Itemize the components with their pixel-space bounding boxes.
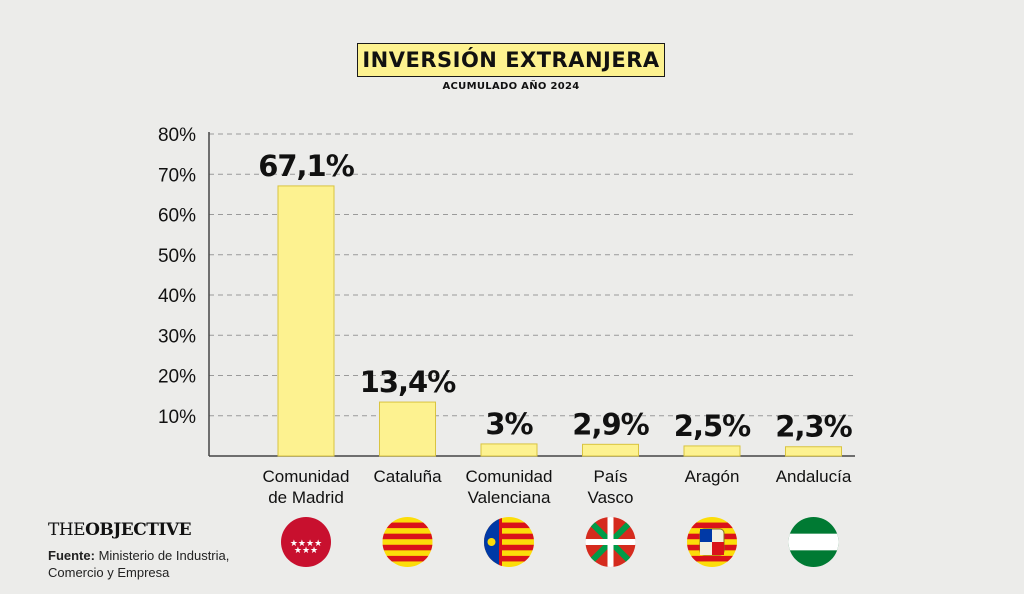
category-label: de Madrid [268,488,344,507]
data-label: 2,9% [572,407,649,441]
madrid-flag-icon: ★★★★★★★ [281,517,331,567]
catalonia-flag-icon [382,517,433,567]
data-label: 2,3% [775,410,852,444]
category-label: País [593,467,627,486]
y-tick-label: 10% [158,407,196,428]
data-label: 13,4% [360,365,457,399]
category-label: Comunidad [263,467,350,486]
source-label: Fuente: [48,548,95,563]
category-label: Aragón [685,467,740,486]
y-tick-label: 20% [158,367,196,388]
bar [379,401,436,457]
data-label: 67,1% [258,149,355,183]
y-tick-label: 30% [158,326,196,347]
bar [785,446,842,457]
data-label: 2,5% [674,409,751,443]
y-tick-label: 50% [158,246,196,267]
logo-the: THE [48,520,86,540]
category-label: Andalucía [776,467,852,486]
valencia-flag-icon [484,517,534,567]
aragon-flag-icon [687,517,737,567]
svg-text:★★★★: ★★★★ [290,539,322,549]
chart-subtitle: ACUMULADO AÑO 2024 [442,81,580,92]
source-note: Fuente: Ministerio de Industria, Comerci… [48,547,248,581]
category-label: Vasco [588,488,634,507]
y-tick-label: 60% [158,206,196,227]
source-text: Ministerio de Industria, Comercio y Empr… [48,548,230,580]
bar [582,443,639,457]
category-label: Cataluña [373,467,442,486]
chart-title: INVERSIÓN EXTRANJERA [357,43,665,77]
category-label: Comunidad [466,467,553,486]
bar [480,443,538,457]
y-tick-label: 80% [158,125,196,146]
svg-text:★★★: ★★★ [294,546,318,556]
category-label: Valenciana [468,488,551,507]
andalusia-flag-icon [788,517,839,567]
bar [683,445,741,457]
y-tick-label: 70% [158,165,196,186]
bar [277,185,335,457]
publisher-logo: THEOBJECTIVE [48,520,192,540]
logo-objective: OBJECTIVE [85,520,192,540]
basque-flag-icon [585,517,636,567]
data-label: 3% [485,407,533,441]
y-tick-label: 40% [158,286,196,307]
